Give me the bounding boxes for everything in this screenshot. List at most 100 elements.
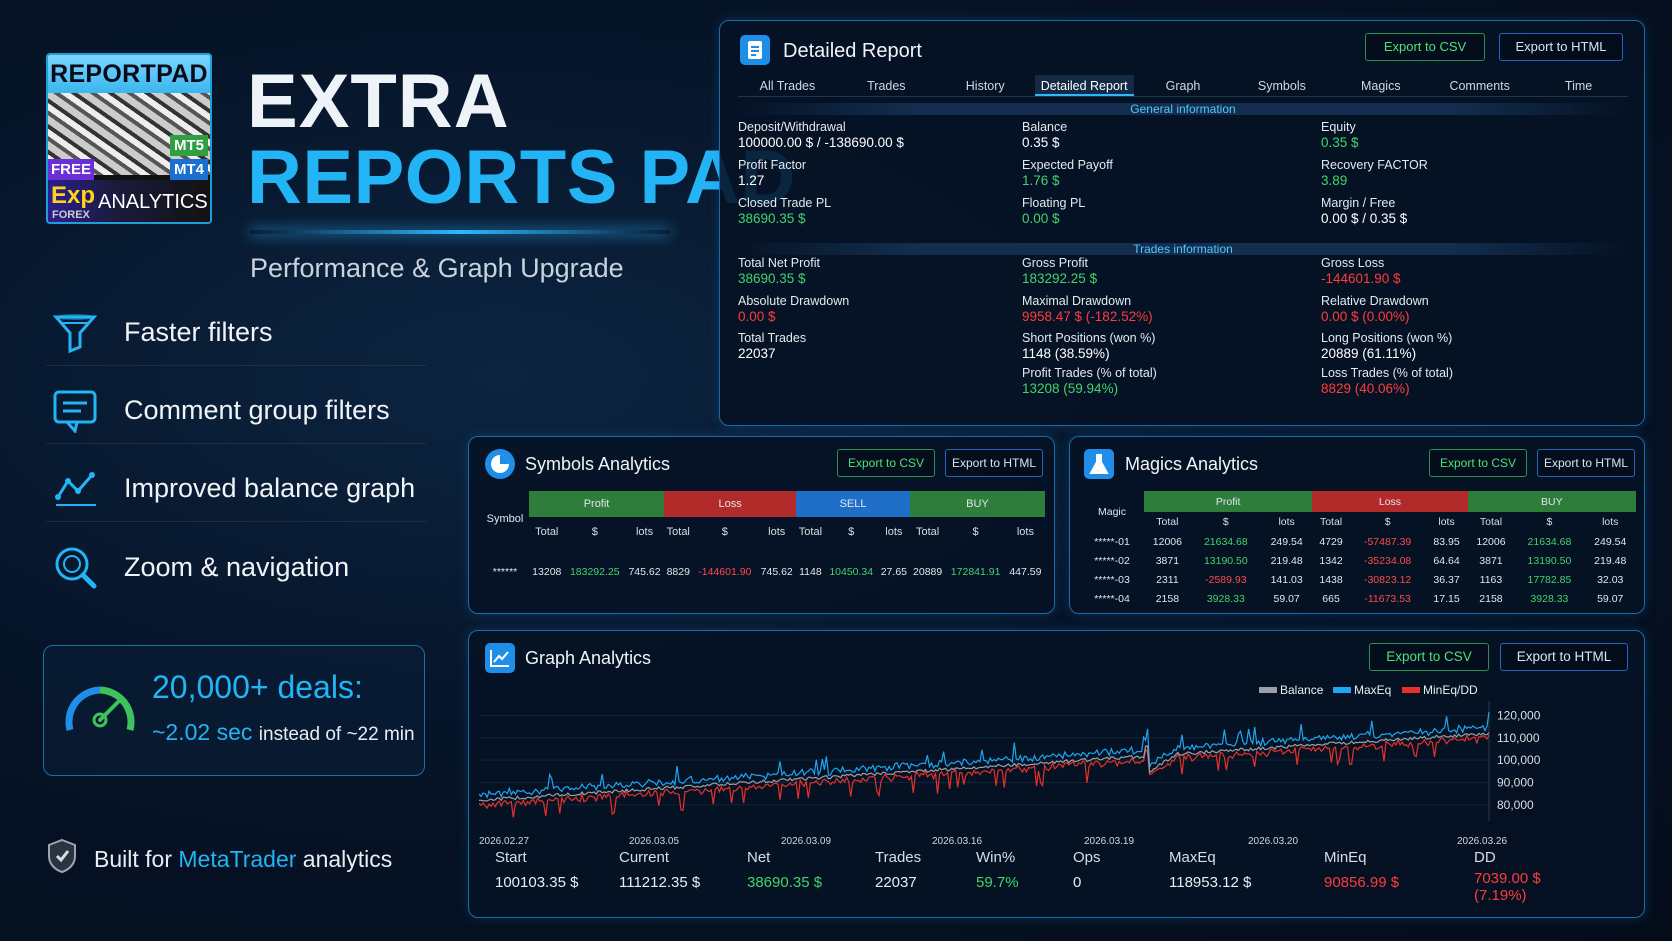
stat-value: 59.7% [976, 874, 1019, 891]
field-label: Equity [1321, 120, 1356, 134]
field-closed-trade-pl: Closed Trade PL 38690.35 $ [738, 196, 831, 226]
export-csv-button[interactable]: Export to CSV [837, 449, 935, 477]
field-short-positions-won-: Short Positions (won %) 1148 (38.59%) [1022, 331, 1155, 361]
magnifier-icon [46, 543, 104, 591]
reportpad-logo: REPORTPAD MT5 MT4 FREE Exp FOREX ANALYTI… [46, 53, 212, 224]
pie-chart-icon [485, 449, 515, 479]
cell: *****-03 [1094, 573, 1130, 586]
cell: 219.48 [1270, 554, 1303, 567]
general-info-header: General information [738, 103, 1628, 115]
stat-label: MinEq [1324, 849, 1367, 866]
stat-current: Current 111212.35 $ [619, 849, 700, 891]
stat-net: Net 38690.35 $ [747, 849, 822, 891]
field-loss-trades-of-total-: Loss Trades (% of total) 8829 (40.06%) [1321, 366, 1453, 396]
tab-time[interactable]: Time [1564, 79, 1593, 93]
field-label: Floating PL [1022, 196, 1086, 210]
built-for-line: Built for MetaTrader analytics [46, 838, 392, 880]
stat-dd: DD 7039.00 $ (7.19%) [1474, 849, 1564, 904]
sub-lots: lots [885, 526, 903, 538]
field-label: Long Positions (won %) [1321, 331, 1453, 345]
export-html-button[interactable]: Export to HTML [1499, 33, 1623, 61]
tab-all-trades[interactable]: All Trades [759, 79, 816, 93]
cell: 27.65 [880, 566, 907, 578]
stat-value: 111212.35 $ [619, 874, 701, 891]
field-value: 0.00 $ [738, 308, 776, 324]
magics-table: Magic Profit Loss BUY Total $ lots Total $ l… [1080, 491, 1636, 608]
export-csv-button[interactable]: Export to CSV [1369, 643, 1489, 671]
logo-footer [48, 180, 210, 222]
tab-symbols[interactable]: Symbols [1257, 79, 1306, 93]
legend-label: Balance [1280, 683, 1324, 697]
table-row[interactable]: *****-04 2158 3928.33 59.07 665 -11673.53 17.1… [1080, 589, 1636, 608]
sub-dollar: $ [972, 526, 979, 538]
stat-value: 7039.00 $ (7.19%) [1474, 870, 1541, 904]
table-row[interactable]: ****** 13208 183292.25 745.62 8829 -1446… [481, 547, 1045, 597]
stat-label: Start [495, 849, 527, 866]
x-tick-label: 2026.03.09 [781, 836, 831, 847]
field-value: 0.35 $ [1321, 135, 1359, 150]
stat-win: Win% 59.7% [976, 849, 1019, 891]
speedometer-icon [62, 676, 138, 741]
cell: 172841.91 [950, 566, 1001, 578]
sub-total: Total [666, 526, 690, 538]
trades-info-header: Trades information [738, 243, 1628, 255]
x-tick-label: 2026.02.27 [479, 836, 529, 847]
table-row[interactable]: *****-02 3871 13190.50 219.48 1342 -35234.08 6… [1080, 551, 1636, 570]
field-expected-payoff: Expected Payoff 1.76 $ [1022, 158, 1113, 188]
stat-value: 0 [1073, 874, 1082, 891]
stat-label: Win% [976, 849, 1016, 866]
sub-dollar: $ [1546, 516, 1553, 528]
cell: 32.03 [1597, 573, 1624, 586]
field-label: Gross Profit [1022, 256, 1088, 270]
cell: 17782.85 [1527, 573, 1572, 586]
y-tick-label: 100,000 [1497, 753, 1541, 767]
field-value: 1.76 $ [1022, 173, 1060, 188]
table-row[interactable]: *****-03 2311 -2589.93 141.03 1438 -30823.12 3… [1080, 570, 1636, 589]
logo-title: REPORTPAD [48, 55, 210, 93]
cell: 4729 [1319, 535, 1343, 548]
field-profit-trades-of-total-: Profit Trades (% of total) 13208 (59.94%) [1022, 366, 1157, 396]
tab-magics[interactable]: Magics [1360, 79, 1401, 93]
table-row[interactable]: *****-01 12006 21634.68 249.54 4729 -57487.39… [1080, 532, 1636, 551]
export-html-button[interactable]: Export to HTML [1537, 449, 1635, 477]
sub-total: Total [1156, 516, 1179, 528]
cell: -30823.12 [1363, 573, 1412, 586]
field-label: Expected Payoff [1022, 158, 1113, 172]
stat-maxeq: MaxEq 118953.12 $ [1169, 849, 1251, 891]
y-tick-label: 80,000 [1497, 798, 1534, 812]
cell: 17.15 [1433, 592, 1460, 605]
export-html-button[interactable]: Export to HTML [1500, 643, 1628, 671]
deals-speed-card: 20,000+ deals: ~2.02 sec instead of ~22 … [43, 645, 425, 776]
tab-history[interactable]: History [965, 79, 1005, 93]
balance-graph[interactable]: 120,000 110,000 100,000 90,000 80,000 2026.02… [479, 681, 1639, 851]
export-csv-button[interactable]: Export to CSV [1429, 449, 1527, 477]
stat-ops: Ops 0 [1073, 849, 1101, 891]
export-csv-button[interactable]: Export to CSV [1365, 33, 1485, 61]
field-label: Relative Drawdown [1321, 293, 1429, 308]
cell: 3871 [1155, 554, 1180, 567]
deals-count: 20,000+ deals: [152, 669, 363, 705]
field-value: 9958.47 $ (-182.52%) [1022, 308, 1153, 324]
deals-time-rest: instead of ~22 min [258, 724, 415, 745]
tab-graph[interactable]: Graph [1165, 79, 1201, 93]
tab-comments[interactable]: Comments [1449, 79, 1510, 93]
export-html-button[interactable]: Export to HTML [945, 449, 1043, 477]
tab-trades[interactable]: Trades [867, 79, 906, 93]
sub-total: Total [916, 526, 940, 538]
tab-detailed-report[interactable]: Detailed Report [1034, 75, 1134, 96]
line-graph-icon [46, 465, 104, 513]
stat-label: Current [619, 849, 670, 866]
sub-lots: lots [1278, 516, 1295, 528]
logo-analytics: ANALYTICS [98, 191, 208, 213]
hero-title-line2: REPORTS PAD [247, 135, 796, 220]
x-tick-label: 2026.03.20 [1248, 836, 1298, 847]
comment-icon [46, 387, 104, 435]
sub-lots: lots [1602, 516, 1619, 528]
hero-title-line1: EXTRA [247, 59, 510, 144]
cell: 183292.25 [569, 566, 620, 578]
cell: -144601.90 [698, 566, 752, 578]
sub-total: Total [535, 526, 559, 538]
field-label: Total Net Profit [738, 256, 820, 270]
symbols-analytics-panel: Symbols Analytics Export to CSV Export t… [468, 436, 1055, 614]
group-profit: Profit [529, 491, 665, 517]
